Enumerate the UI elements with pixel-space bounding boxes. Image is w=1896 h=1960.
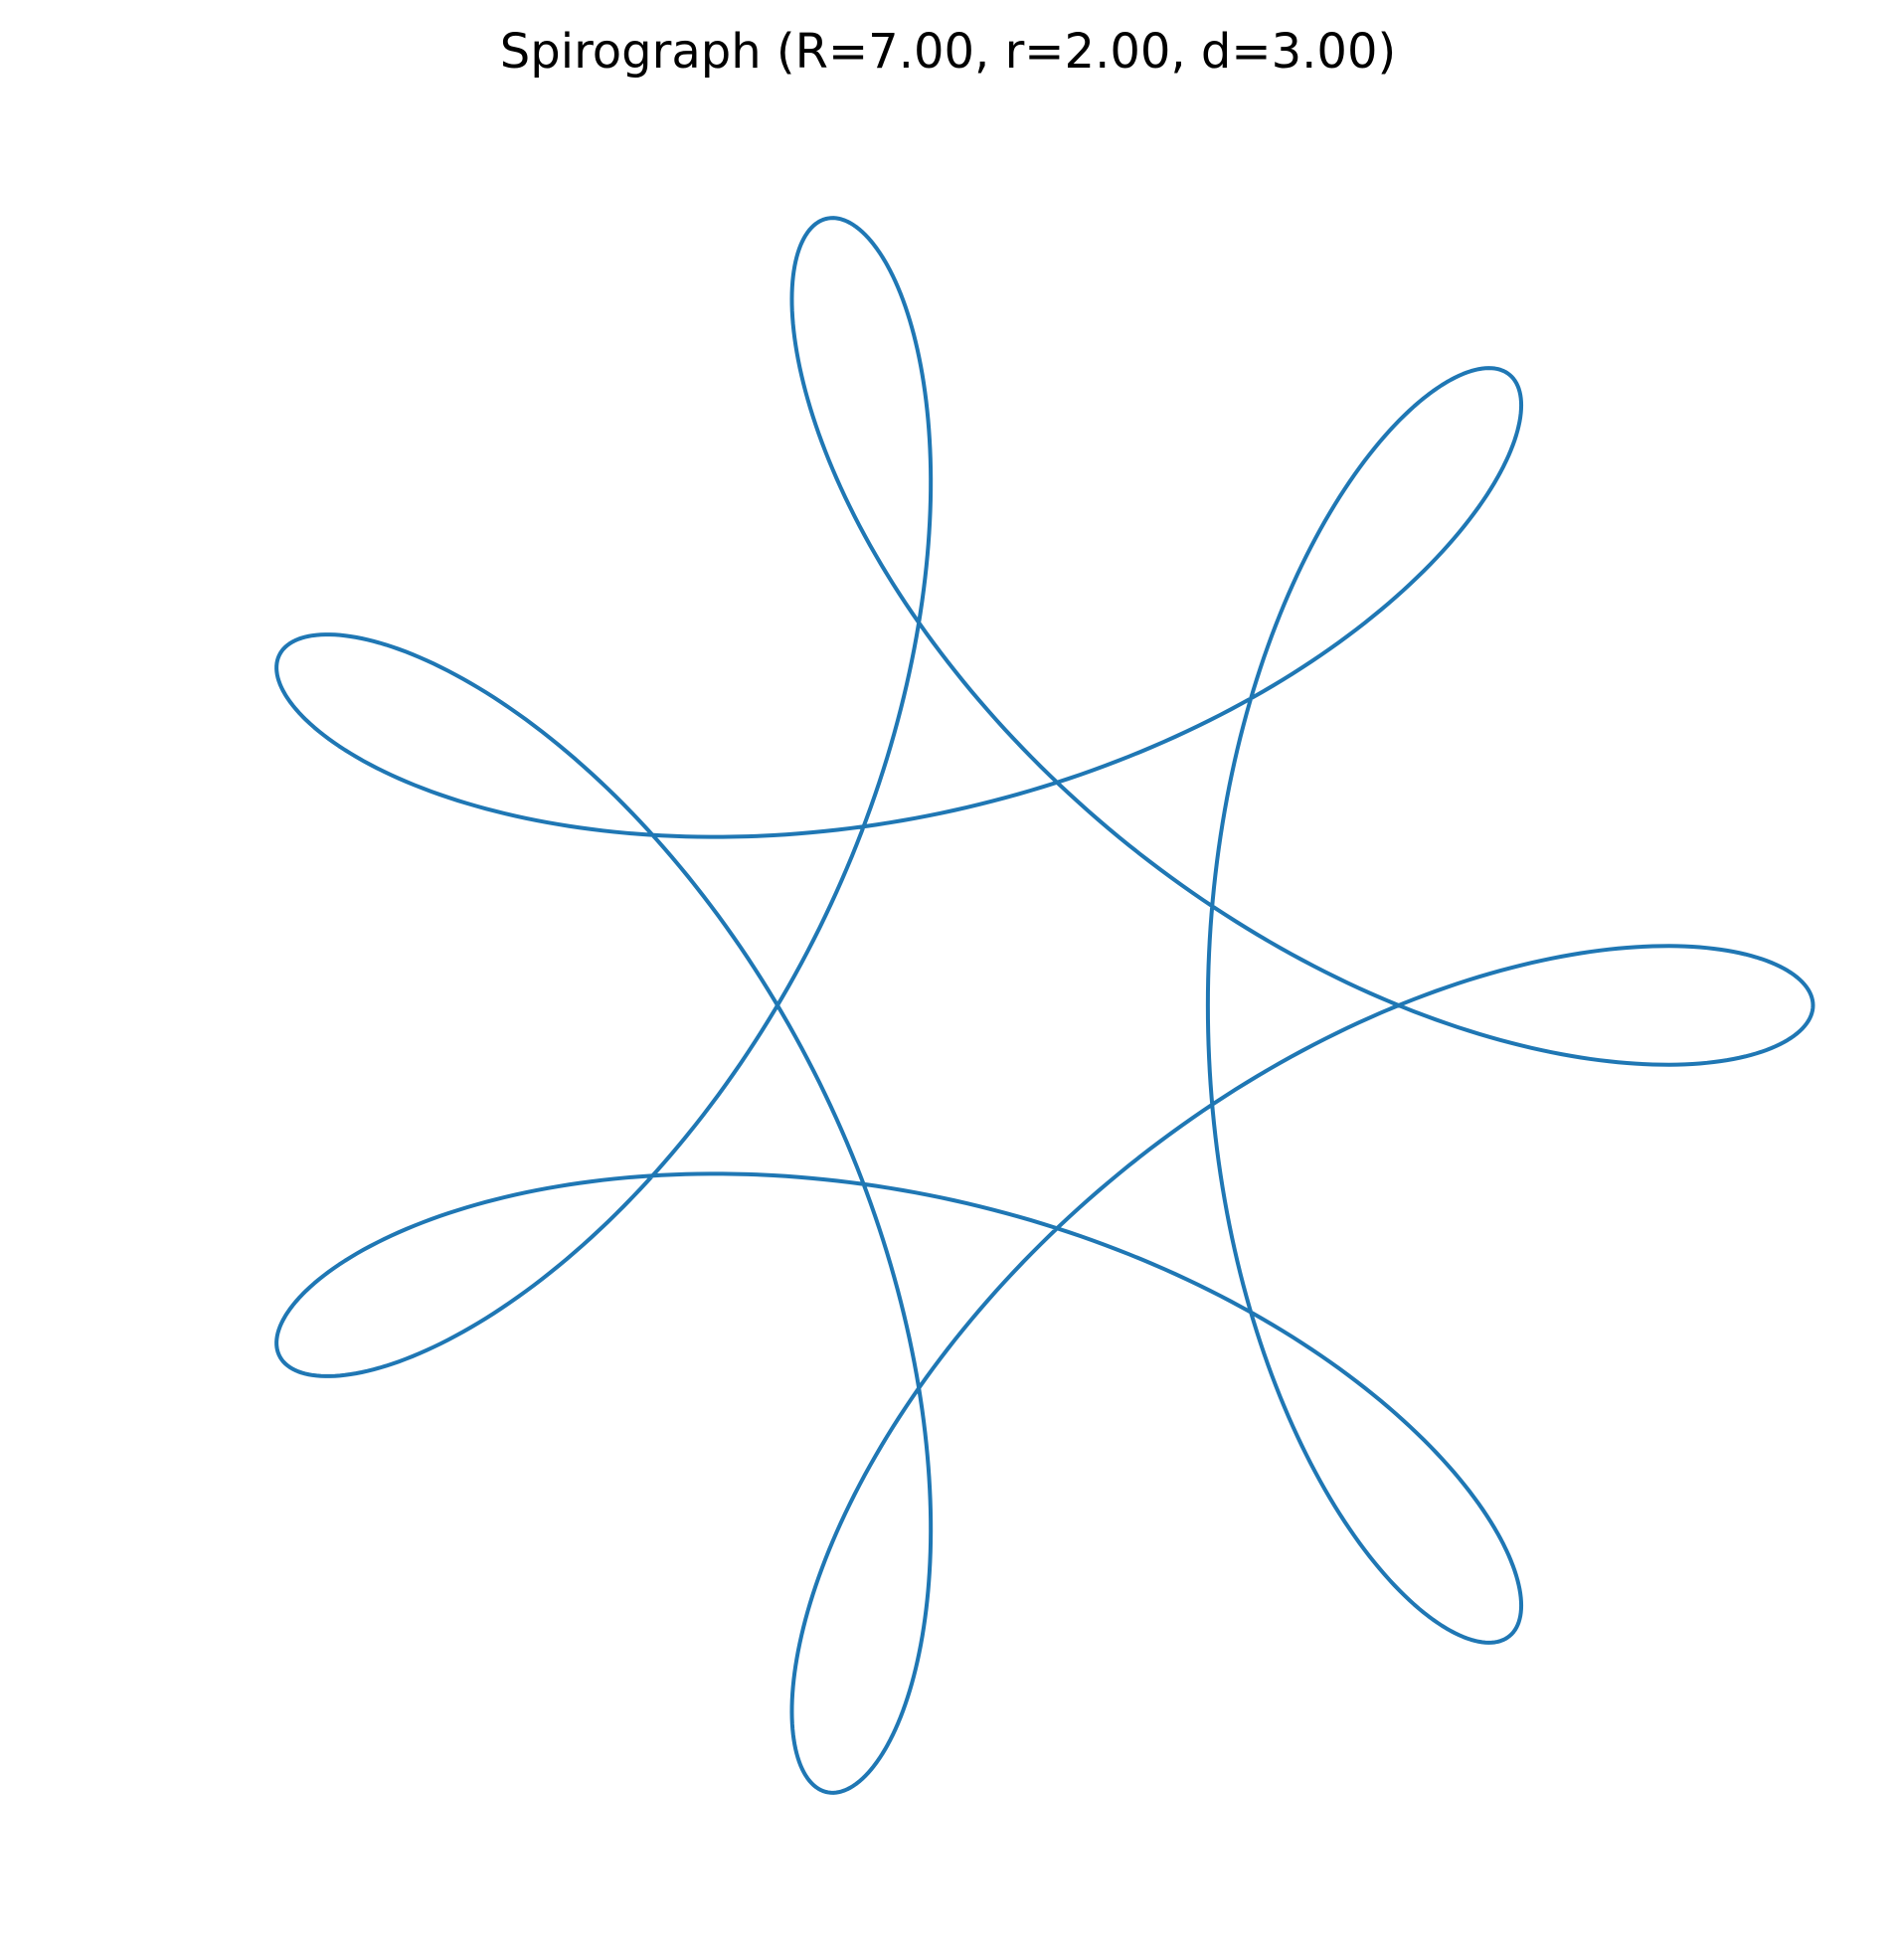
series-layer (274, 216, 1815, 1795)
chart-title: Spirograph (R=7.00, r=2.00, d=3.00) (499, 24, 1397, 80)
spirograph-curve (274, 216, 1815, 1795)
